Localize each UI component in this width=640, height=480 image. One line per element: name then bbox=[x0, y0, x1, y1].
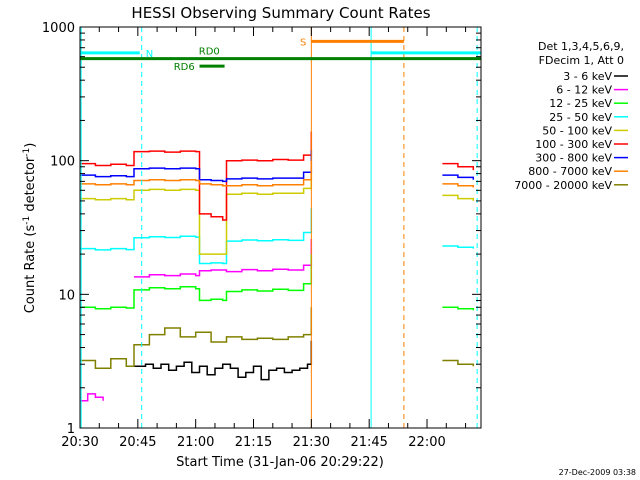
flag-label-rd6: RD6 bbox=[174, 62, 195, 73]
legend-header-line-1: Det 1,3,4,5,6,9, bbox=[538, 40, 624, 53]
chart-title: HESSI Observing Summary Count Rates bbox=[131, 4, 430, 22]
legend-label-100-300-kev: 100 - 300 keV bbox=[535, 138, 612, 151]
legend-label-300-800-kev: 300 - 800 keV bbox=[535, 152, 612, 165]
y-tick-label-10: 10 bbox=[58, 288, 75, 303]
x-tick-label-21-00: 21:00 bbox=[177, 435, 214, 450]
legend-header-line-2: FDecim 1, Att 0 bbox=[539, 54, 624, 67]
y-tick-label-1000: 1000 bbox=[42, 21, 75, 36]
series-line-12-25-kev-2 bbox=[442, 306, 475, 311]
series-line-100-300-kev-2 bbox=[442, 162, 475, 171]
legend-label-7000-20000-kev: 7000 - 20000 keV bbox=[514, 179, 612, 192]
series-3-6-kev bbox=[134, 340, 313, 381]
series-line-7000-20000-kev-1 bbox=[80, 307, 313, 369]
legend-label-3-6-kev: 3 - 6 keV bbox=[563, 70, 612, 83]
legend-label-12-25-kev: 12 - 25 keV bbox=[549, 97, 612, 110]
series-line-800-7000-kev-2 bbox=[442, 183, 475, 188]
flags-layer: N RD0 RD6 S bbox=[80, 37, 481, 73]
y-tick-label-100: 100 bbox=[50, 155, 75, 170]
series-line-800-7000-kev-1 bbox=[80, 160, 313, 187]
legend: Det 1,3,4,5,6,9,FDecim 1, Att 0 3 - 6 keV… bbox=[514, 40, 628, 192]
generated-timestamp: 27-Dec-2009 03:38 bbox=[559, 468, 636, 477]
legend-label-50-100-kev: 50 - 100 keV bbox=[542, 124, 612, 137]
series-line-50-100-kev-1 bbox=[80, 170, 313, 255]
series-300-800-kev bbox=[80, 150, 475, 183]
series-line-6-12-kev-1 bbox=[80, 393, 104, 402]
series-line-50-100-kev-2 bbox=[442, 194, 475, 201]
x-tick-label-20-30: 20:30 bbox=[61, 435, 98, 450]
series-line-300-800-kev-2 bbox=[442, 174, 475, 180]
x-tick-label-21-15: 21:15 bbox=[235, 435, 272, 450]
legend-label-6-12-kev: 6 - 12 keV bbox=[556, 84, 612, 97]
series-50-100-kev bbox=[80, 170, 475, 255]
legend-label-25-50-kev: 25 - 50 keV bbox=[549, 111, 612, 124]
series-line-25-50-kev-1 bbox=[80, 208, 313, 265]
series-100-300-kev bbox=[80, 131, 475, 221]
series-layer bbox=[80, 131, 475, 402]
series-line-300-800-kev-1 bbox=[80, 150, 313, 183]
flag-label-s: S bbox=[300, 37, 306, 48]
series-line-25-50-kev-2 bbox=[442, 245, 475, 249]
series-25-50-kev bbox=[80, 208, 475, 265]
series-6-12-kev bbox=[80, 238, 313, 402]
axes-layer: 1 10 100 1000 20:30 20:45 21:00 21:15 21:30 21:45… bbox=[42, 21, 481, 450]
legend-label-800-7000-kev: 800 - 7000 keV bbox=[528, 165, 612, 178]
x-tick-label-20-45: 20:45 bbox=[119, 435, 156, 450]
series-line-12-25-kev-1 bbox=[80, 254, 313, 310]
x-tick-label-22-00: 22:00 bbox=[408, 435, 445, 450]
series-12-25-kev bbox=[80, 254, 475, 311]
flag-label-n: N bbox=[146, 49, 153, 60]
y-axis-label: Count Rate (s-1 detector-1) bbox=[22, 143, 38, 314]
series-line-7000-20000-kev-2 bbox=[442, 359, 475, 367]
x-axis-label: Start Time (31-Jan-06 20:29:22) bbox=[176, 455, 384, 470]
markers-layer bbox=[80, 27, 478, 428]
series-line-3-6-kev-1 bbox=[134, 340, 313, 381]
series-line-6-12-kev-2 bbox=[134, 238, 313, 278]
series-800-7000-kev bbox=[80, 160, 475, 188]
plot-frame bbox=[79, 26, 482, 429]
flag-label-rd0: RD0 bbox=[199, 47, 220, 58]
series-7000-20000-kev bbox=[80, 307, 475, 369]
series-line-100-300-kev-1 bbox=[80, 131, 313, 221]
x-tick-label-21-30: 21:30 bbox=[293, 435, 330, 450]
x-tick-label-21-45: 21:45 bbox=[350, 435, 387, 450]
y-tick-label-1: 1 bbox=[67, 422, 75, 437]
